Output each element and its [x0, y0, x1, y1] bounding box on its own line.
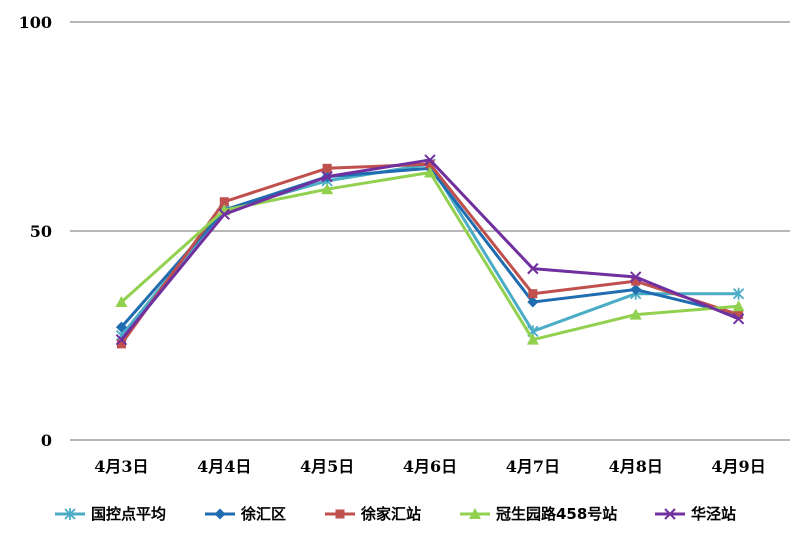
series-line: [120, 170, 739, 342]
legend-item: 冠生园路458号站: [460, 505, 617, 523]
x-axis-ticks: 4月3日 4月4日 4月5日 4月6日 4月7日 4月8日 4月9日: [94, 457, 765, 476]
y-tick-label: 100: [19, 13, 52, 32]
data-point: [322, 163, 332, 173]
data-point: [527, 296, 539, 308]
data-point: [528, 289, 538, 299]
series-5: [115, 154, 745, 346]
x-tick-label: 4月4日: [197, 457, 251, 476]
x-tick-label: 4月3日: [94, 457, 148, 476]
data-point: [732, 313, 745, 325]
data-point: [424, 166, 436, 178]
data-point: [732, 300, 745, 312]
legend: 国控点平均 徐汇区 徐家汇站 冠生园路458号站 华泾站: [55, 505, 736, 523]
series-group: [115, 154, 745, 349]
y-tick-label: 0: [41, 431, 52, 450]
data-point: [115, 321, 127, 333]
y-tick-label: 50: [30, 222, 52, 241]
data-point: [664, 508, 676, 520]
data-point: [219, 197, 229, 207]
x-tick-label: 4月9日: [711, 457, 765, 476]
x-tick-label: 4月5日: [300, 457, 354, 476]
data-point: [115, 333, 128, 346]
series-4: [115, 166, 745, 345]
data-point: [630, 271, 642, 283]
data-point: [321, 170, 333, 183]
x-tick-label: 4月6日: [403, 457, 457, 476]
series-line: [120, 162, 739, 337]
legend-item: 华泾站: [655, 505, 736, 523]
legend-label: 徐家汇站: [360, 505, 421, 523]
x-tick-label: 4月8日: [609, 457, 663, 476]
series-2: [115, 162, 745, 333]
legend-item: 国控点平均: [55, 505, 166, 523]
data-point: [629, 308, 642, 320]
data-point: [214, 508, 226, 520]
legend-label: 华泾站: [691, 505, 736, 523]
data-point: [321, 183, 334, 195]
legend-label: 徐汇区: [240, 505, 286, 523]
x-tick-label: 4月7日: [506, 457, 560, 476]
data-point: [116, 339, 126, 349]
data-point: [424, 154, 436, 166]
data-point: [630, 284, 642, 296]
data-point: [526, 333, 539, 345]
data-point: [631, 276, 641, 286]
data-point: [469, 508, 481, 519]
data-point: [425, 159, 435, 169]
data-point: [218, 208, 230, 220]
legend-item: 徐家汇站: [325, 505, 421, 523]
legend-label: 冠生园路458号站: [496, 505, 617, 523]
data-point: [64, 508, 76, 520]
data-point: [732, 287, 745, 300]
legend-label: 国控点平均: [91, 505, 166, 523]
series-3: [116, 159, 744, 349]
data-point: [527, 262, 539, 275]
series-line: [120, 166, 739, 329]
gridlines: [70, 21, 790, 441]
series-line: [120, 162, 740, 345]
data-point: [335, 509, 345, 519]
y-axis-ticks: 0 50 100: [19, 13, 52, 450]
data-point: [734, 310, 744, 320]
data-point: [115, 296, 128, 308]
legend-item: 徐汇区: [205, 505, 286, 523]
